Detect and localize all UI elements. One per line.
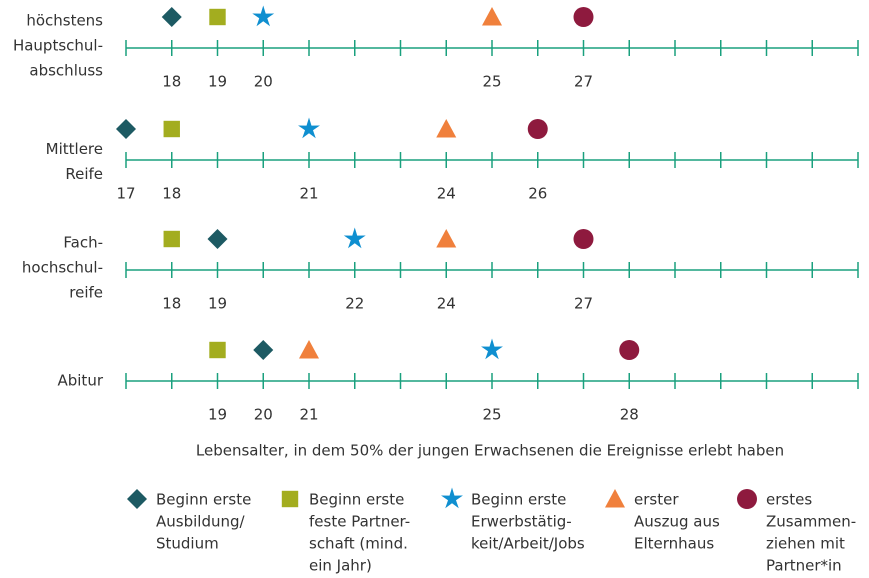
value-label: 19 xyxy=(208,295,227,313)
marker-star xyxy=(481,338,503,360)
row-label: Hauptschul- xyxy=(13,37,103,55)
legend-label: Auszug aus xyxy=(634,513,720,531)
row-label: reife xyxy=(69,284,103,302)
legend-label: keit/Arbeit/Jobs xyxy=(471,535,585,553)
row-label: abschluss xyxy=(29,62,103,80)
marker-diamond xyxy=(161,7,182,27)
value-label: 24 xyxy=(437,295,456,313)
value-label: 21 xyxy=(299,406,318,424)
marker-circle xyxy=(527,119,548,139)
legend-label: feste Partner- xyxy=(309,513,410,531)
marker-star xyxy=(252,5,275,27)
value-label: 25 xyxy=(482,406,501,424)
marker-circle xyxy=(619,340,640,360)
value-label: 21 xyxy=(299,185,318,203)
legend-label: Ausbildung/ xyxy=(156,513,245,531)
row-label: Fach- xyxy=(63,234,103,252)
marker-triangle xyxy=(605,489,625,508)
marker-circle xyxy=(737,489,757,509)
legend-label: erster xyxy=(634,491,679,509)
legend-label: Elternhaus xyxy=(634,535,714,553)
marker-star xyxy=(298,117,320,139)
row-label: Reife xyxy=(65,165,103,183)
marker-triangle xyxy=(299,340,319,359)
legend-label: Beginn erste xyxy=(471,491,566,509)
legend-label: schaft (mind. xyxy=(309,535,408,553)
marker-square xyxy=(209,8,226,26)
value-label: 18 xyxy=(162,185,181,203)
marker-star xyxy=(343,227,366,249)
marker-triangle xyxy=(482,7,502,26)
legend-label: Studium xyxy=(156,535,219,553)
marker-square xyxy=(163,120,180,138)
marker-diamond xyxy=(253,340,274,360)
marker-diamond xyxy=(116,119,136,139)
value-label: 22 xyxy=(345,295,364,313)
marker-triangle xyxy=(436,229,457,248)
legend-label: erstes xyxy=(766,491,812,509)
legend-label: ziehen mit xyxy=(766,535,845,553)
row-label: höchstens xyxy=(26,12,103,30)
value-label: 20 xyxy=(254,406,273,424)
row-label: Abitur xyxy=(57,372,103,390)
value-label: 19 xyxy=(208,406,227,424)
marker-circle xyxy=(573,7,594,27)
marker-square xyxy=(209,341,226,359)
value-label: 19 xyxy=(208,73,227,91)
value-label: 18 xyxy=(162,295,181,313)
marker-square xyxy=(281,490,299,508)
legend-label: ein Jahr) xyxy=(309,557,372,575)
value-label: 20 xyxy=(254,73,273,91)
row-label: hochschul- xyxy=(22,259,103,277)
legend-label: Zusammen- xyxy=(766,513,856,531)
marker-triangle xyxy=(436,119,457,138)
value-label: 27 xyxy=(574,295,593,313)
value-label: 27 xyxy=(574,73,593,91)
value-label: 18 xyxy=(162,73,181,91)
legend-label: Partner*in xyxy=(766,557,842,575)
value-label: 17 xyxy=(116,185,135,203)
marker-diamond xyxy=(127,489,147,509)
value-label: 28 xyxy=(620,406,639,424)
legend-label: Erwerbstätig- xyxy=(471,513,572,531)
marker-star xyxy=(441,487,463,509)
row-label: Mittlere xyxy=(46,140,103,158)
marker-circle xyxy=(573,229,594,249)
value-label: 25 xyxy=(482,73,501,91)
value-label: 24 xyxy=(437,185,456,203)
legend-label: Beginn erste xyxy=(309,491,404,509)
legend-label: Beginn erste xyxy=(156,491,251,509)
value-label: 26 xyxy=(528,185,547,203)
x-axis-label: Lebensalter, in dem 50% der jungen Erwac… xyxy=(196,442,784,460)
marker-diamond xyxy=(207,229,228,249)
marker-square xyxy=(163,230,180,248)
